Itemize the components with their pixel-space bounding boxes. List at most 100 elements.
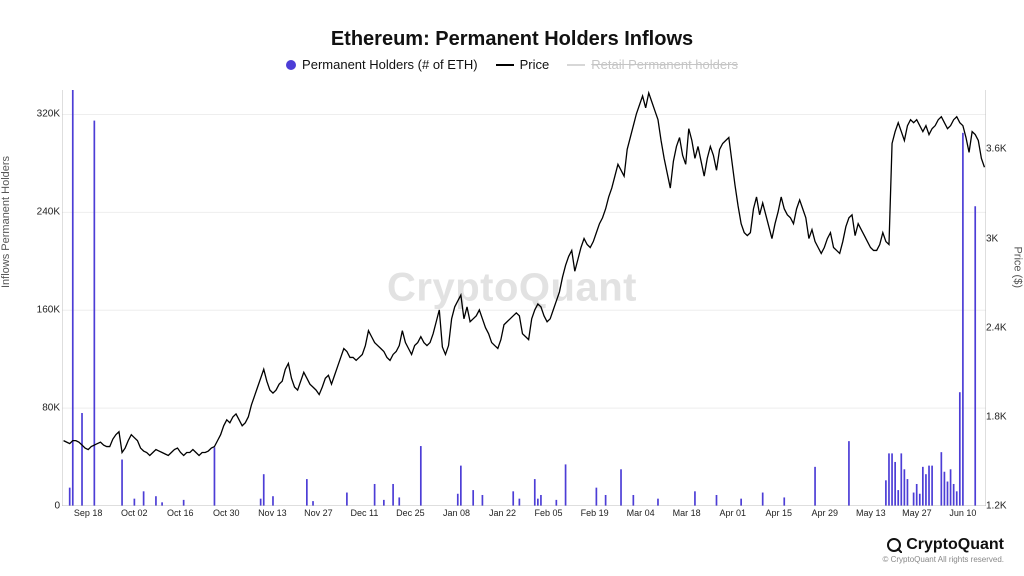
bar: [894, 462, 896, 506]
x-tick: Jan 08: [443, 508, 470, 518]
bar: [260, 499, 262, 506]
x-tick: Nov 13: [258, 508, 287, 518]
bar: [740, 499, 742, 506]
x-tick: Jan 22: [489, 508, 516, 518]
bar: [922, 467, 924, 506]
y-tick-right: 2.4K: [986, 322, 1007, 333]
y-tick-left: 320K: [37, 109, 60, 120]
bar: [540, 495, 542, 506]
bar: [420, 446, 422, 506]
x-tick: Jun 10: [949, 508, 976, 518]
bar: [383, 500, 385, 506]
legend-item-retail[interactable]: Retail Permanent holders: [567, 57, 738, 72]
bar: [161, 502, 163, 506]
x-tick: Oct 16: [167, 508, 194, 518]
bar: [472, 490, 474, 506]
x-tick: Apr 01: [719, 508, 746, 518]
y-tick-right: 1.8K: [986, 411, 1007, 422]
bar: [632, 495, 634, 506]
x-tick: May 27: [902, 508, 932, 518]
chart-title: Ethereum: Permanent Holders Inflows: [0, 0, 1024, 51]
bar: [716, 495, 718, 506]
bar: [183, 500, 185, 506]
legend-item-price[interactable]: Price: [496, 57, 550, 72]
bar: [762, 493, 764, 506]
bar: [214, 447, 216, 506]
chart-container: Ethereum: Permanent Holders Inflows Perm…: [0, 0, 1024, 576]
y-axis-left-label: Inflows Permanent Holders: [0, 156, 12, 288]
brand-logo[interactable]: CryptoQuant: [886, 536, 1004, 554]
x-tick: Nov 27: [304, 508, 333, 518]
y-tick-right: 1.2K: [986, 501, 1007, 512]
y-ticks-right: 1.2K1.8K2.4K3K3.6K: [986, 90, 1010, 506]
bar: [519, 499, 521, 506]
bar: [919, 494, 921, 506]
bar: [482, 495, 484, 506]
legend-label: Retail Permanent holders: [591, 57, 738, 72]
y-axis-right-label: Price ($): [1012, 246, 1024, 288]
y-tick-left: 0: [54, 501, 60, 512]
bar: [900, 453, 902, 506]
y-tick-right: 3.6K: [986, 144, 1007, 155]
x-tick: Dec 11: [350, 508, 378, 518]
bar: [888, 453, 890, 506]
bar: [904, 469, 906, 506]
bar: [916, 484, 918, 506]
footer: CryptoQuant © CryptoQuant All rights res…: [883, 536, 1005, 564]
bar: [953, 484, 955, 506]
x-tick: Feb 19: [581, 508, 609, 518]
bar: [940, 452, 942, 506]
legend-label: Permanent Holders (# of ETH): [302, 57, 478, 72]
x-tick: Apr 29: [812, 508, 839, 518]
bar: [306, 479, 308, 506]
bar: [534, 479, 536, 506]
legend-line-icon: [496, 64, 514, 66]
bar: [121, 460, 123, 506]
x-tick: Dec 25: [396, 508, 425, 518]
bar: [620, 469, 622, 506]
bar: [931, 466, 933, 506]
x-ticks: Sep 18Oct 02Oct 16Oct 30Nov 13Nov 27Dec …: [62, 508, 986, 522]
brand-icon: [886, 537, 902, 553]
bar: [460, 466, 462, 506]
x-tick: Mar 04: [627, 508, 655, 518]
bar: [913, 493, 915, 506]
bar: [974, 206, 976, 506]
bar: [565, 464, 567, 506]
bar: [155, 496, 157, 506]
chart-svg: [62, 90, 986, 506]
y-tick-right: 3K: [986, 233, 998, 244]
bar: [81, 413, 83, 506]
legend-item-bars[interactable]: Permanent Holders (# of ETH): [286, 57, 478, 72]
chart-legend: Permanent Holders (# of ETH) Price Retai…: [0, 57, 1024, 72]
bar: [72, 90, 74, 506]
x-tick: Mar 18: [673, 508, 701, 518]
bar: [694, 491, 696, 506]
bar: [944, 472, 946, 506]
bar: [891, 453, 893, 506]
bar: [925, 474, 927, 506]
y-tick-left: 80K: [42, 403, 60, 414]
bar: [93, 121, 95, 506]
bar: [657, 499, 659, 506]
bar: [398, 497, 400, 506]
bar: [885, 480, 887, 506]
bar: [512, 491, 514, 506]
bar: [346, 493, 348, 506]
y-tick-left: 160K: [37, 305, 60, 316]
bar: [555, 500, 557, 506]
x-tick: May 13: [856, 508, 886, 518]
bar: [457, 494, 459, 506]
bar: [374, 484, 376, 506]
bar: [143, 491, 145, 506]
bar: [134, 499, 136, 506]
bar: [596, 488, 598, 506]
bar: [605, 495, 607, 506]
legend-label: Price: [520, 57, 550, 72]
bar: [907, 479, 909, 506]
legend-dot-icon: [286, 60, 296, 70]
copyright-text: © CryptoQuant All rights reserved.: [883, 555, 1005, 564]
bar: [312, 501, 314, 506]
bar: [848, 441, 850, 506]
bar: [69, 488, 71, 506]
